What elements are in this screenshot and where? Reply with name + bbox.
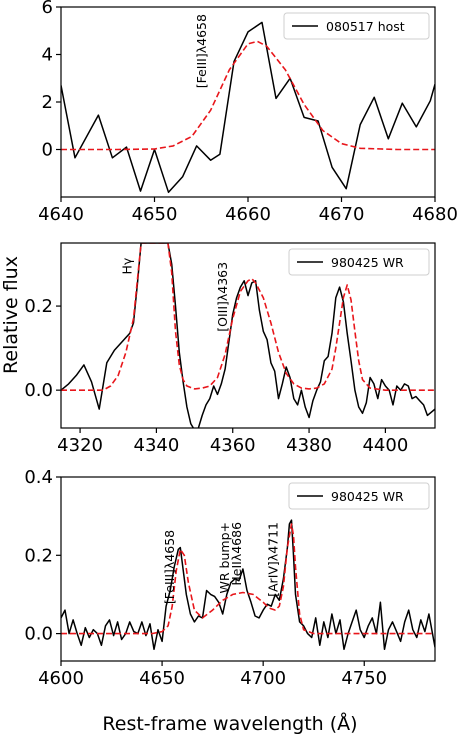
panels: 4640 4650 4660 4670 4680 0 2 4 6 [FeIII]λ4658 0805… — [24, 0, 458, 689]
plot-area — [61, 519, 435, 651]
x-tick-label: 4680 — [412, 204, 458, 225]
x-tick-label: 4600 — [38, 668, 84, 689]
y-tick-label: 0.0 — [24, 380, 53, 401]
line-annotation: WR bump+ — [217, 522, 232, 593]
x-tick-label: 4750 — [341, 668, 387, 689]
legend-label: 980425 WR — [331, 255, 404, 270]
line-annotation: Hγ — [120, 257, 135, 274]
observed-spectrum-line — [61, 519, 435, 651]
x-tick-label: 4380 — [286, 435, 332, 456]
line-annotation: [FeIII]λ4658 — [194, 14, 209, 88]
legend-label: 980425 WR — [331, 489, 404, 504]
legend: 980425 WR — [288, 482, 430, 510]
observed-spectrum-line — [61, 21, 435, 194]
line-annotation: [OIII]λ4363 — [215, 262, 230, 332]
x-axis-title: Rest-frame wavelength (Å) — [102, 712, 357, 735]
line-annotation: [FeIII]λ4658 — [162, 530, 177, 604]
legend-box — [288, 248, 430, 276]
x-tick-label: 4340 — [134, 435, 180, 456]
y-tick-label: 0.2 — [24, 296, 53, 317]
model-fit-line — [61, 523, 435, 635]
x-tick-label: 4400 — [362, 435, 408, 456]
observed-spectrum-line — [61, 243, 435, 428]
y-tick-label: 2 — [42, 92, 53, 113]
panel-3: 4600 4650 4700 4750 0.0 0.2 0.4 [FeIII]λ4658 WR … — [24, 467, 436, 689]
x-tick-label: 4360 — [210, 435, 256, 456]
x-tick-label: 4640 — [38, 204, 84, 225]
line-annotation: HeIIλ4686 — [229, 522, 244, 586]
model-fit-line — [61, 40, 435, 151]
y-axis-title: Relative flux — [0, 256, 22, 374]
legend: 980425 WR — [288, 248, 430, 276]
y-tick-label: 4 — [42, 45, 53, 66]
axes-frame — [60, 476, 436, 662]
panel-1: 4640 4650 4660 4670 4680 0 2 4 6 [FeIII]λ4658 0805… — [38, 0, 458, 225]
line-annotation: [ArIV]λ4711 — [265, 522, 280, 597]
y-tick-label: 0 — [42, 140, 53, 161]
panel-2: 4320 4340 4360 4380 4400 0.0 0.2 Hγ [OIII]λ4363 9… — [24, 242, 436, 456]
y-tick-label: 0.4 — [24, 467, 53, 488]
legend-box — [288, 482, 430, 510]
axes-frame — [60, 242, 436, 429]
plot-area — [61, 243, 435, 428]
x-tick-label: 4650 — [132, 204, 178, 225]
x-tick-label: 4320 — [57, 435, 103, 456]
x-tick-label: 4670 — [319, 204, 365, 225]
legend: 080517 host — [283, 12, 430, 40]
y-tick-label: 0.0 — [24, 624, 53, 645]
model-fit-line — [61, 243, 435, 391]
x-tick-label: 4700 — [240, 668, 286, 689]
legend-label: 080517 host — [326, 19, 405, 34]
x-tick-label: 4660 — [225, 204, 271, 225]
x-tick-label: 4650 — [139, 668, 185, 689]
y-tick-label: 0.2 — [24, 545, 53, 566]
plot-area — [61, 21, 435, 194]
legend-box — [283, 12, 430, 40]
y-tick-label: 6 — [42, 0, 53, 18]
